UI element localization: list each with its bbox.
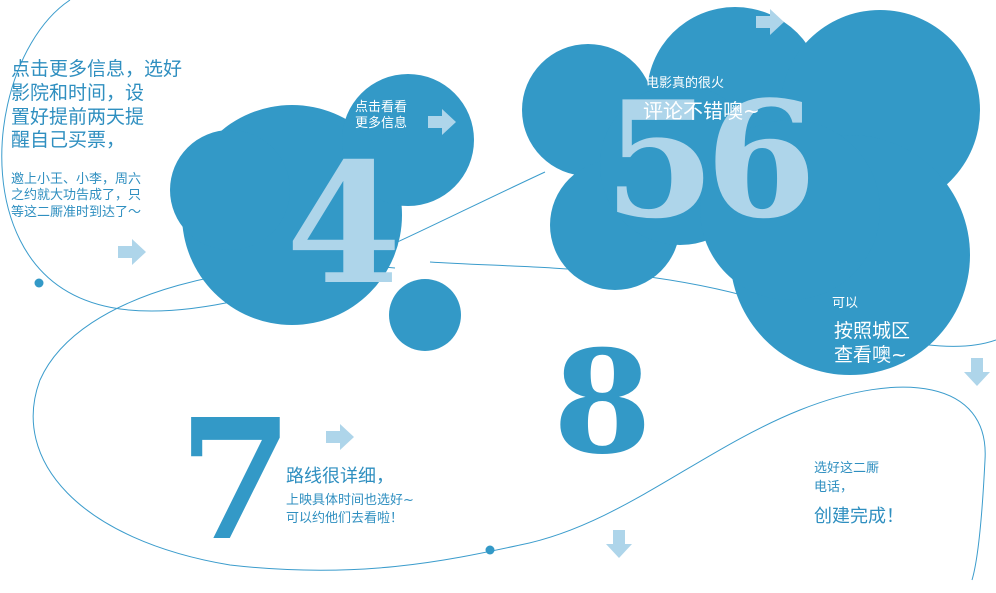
step8-note-line: 选好这二厮 <box>814 461 880 476</box>
arrow-right-icon <box>428 109 456 135</box>
arrow-right-icon <box>118 239 146 265</box>
step56-note-small: 电影真的很火 <box>646 76 725 91</box>
step-number-8: 8 <box>553 320 652 486</box>
step4-note-line: 置好提前两天提 <box>11 105 145 128</box>
step4-note-small-line: 之约就大功告成了，只 <box>11 188 142 204</box>
step56-note-large: 评论不错噢~ <box>643 99 760 123</box>
step4-note-small-line: 邀上小王、小李，周六 <box>11 172 142 187</box>
step8-note-small: 选好这二厮 电话， <box>814 460 879 498</box>
step4-note-small-line: 等这二厮准时到达了～ <box>11 204 142 220</box>
step4-note-left: 点击更多信息，选好 影院和时间，设 置好提前两天提 醒自己买票， <box>11 58 182 153</box>
step4-note-left-small: 邀上小王、小李，周六 之约就大功告成了，只 等这二厮准时到达了～ <box>11 172 141 221</box>
step7-note-title: 路线很详细， <box>286 466 394 487</box>
step4-note-right: 点击看看 更多信息 <box>355 100 407 133</box>
arrow-down-icon <box>964 358 990 386</box>
area-note: 按照城区 查看噢~ <box>834 320 910 368</box>
step4-note-line: 点击更多信息，选好 <box>11 58 183 80</box>
cloud-step-56 <box>522 7 980 375</box>
step-number-7: 7 <box>178 383 294 578</box>
step4-note-line: 醒自己买票， <box>11 129 126 152</box>
step4-note-line: 影院和时间，设 <box>11 81 145 104</box>
step8-note-large: 创建完成！ <box>814 506 904 527</box>
flow-dot-left <box>34 278 44 288</box>
step4-note-right-line: 更多信息 <box>355 116 408 132</box>
step4-note-right-line: 点击看看 <box>355 100 408 115</box>
arrow-right-icon <box>756 9 784 35</box>
flow-dot-bottom <box>485 545 495 555</box>
step8-note-line: 电话， <box>814 479 854 495</box>
step-number-4: 4 <box>286 127 402 322</box>
arrow-right-icon <box>326 424 354 450</box>
arrow-down-icon <box>606 530 632 558</box>
area-note-line: 按照城区 <box>834 320 911 342</box>
step7-note-line: 可以约他们去看啦！ <box>286 511 404 527</box>
area-note-small: 可以 <box>832 296 859 311</box>
step-number-56: 56 <box>604 66 817 254</box>
flow-line-main <box>32 264 986 581</box>
step7-note-line: 上映具体时间也选好~ <box>286 493 414 508</box>
cloud-step-4 <box>170 74 474 351</box>
step7-note: 上映具体时间也选好~ 可以约他们去看啦！ <box>286 492 414 528</box>
area-note-line: 查看噢~ <box>834 343 907 366</box>
